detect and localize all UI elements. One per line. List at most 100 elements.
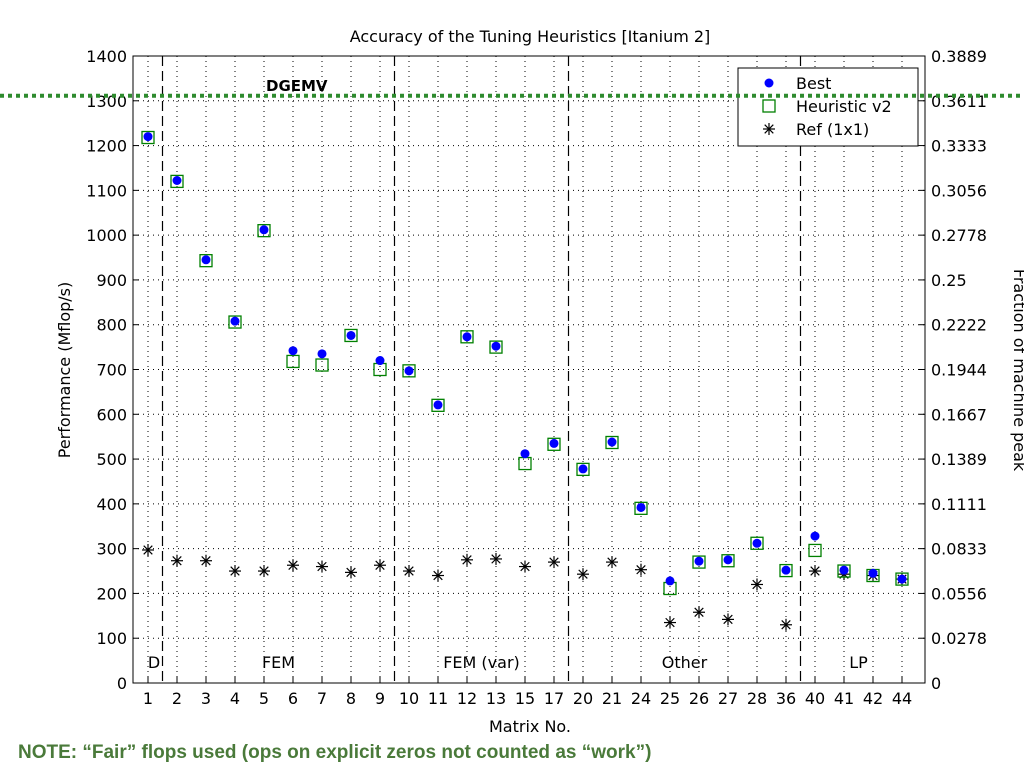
- chart-subtitle: DGEMV: [266, 77, 328, 95]
- y-axis-left: 0 100 200 300 400 500 600 700 800 900 1000 1100 1200…: [86, 47, 139, 693]
- footnote: NOTE: “Fair” flops used (ops on explicit…: [18, 742, 652, 763]
- x-tick-label: 41: [834, 689, 854, 708]
- y2-tick-label: 0.25: [931, 271, 967, 290]
- data-point: [170, 174, 184, 189]
- y-tick-label: 0: [117, 674, 127, 693]
- group-label: FEM (var): [443, 653, 520, 672]
- data-point: [837, 564, 851, 578]
- data-point: [172, 176, 182, 186]
- y2-tick-label: 0.1389: [931, 450, 987, 469]
- data-point: [839, 565, 849, 575]
- series: [141, 130, 909, 631]
- y-tick-label: 1000: [86, 226, 127, 245]
- data-point: [607, 437, 617, 447]
- series-best: [143, 132, 907, 586]
- x-tick-label: 5: [259, 689, 269, 708]
- y-tick-label: 1100: [86, 181, 127, 200]
- x-tick-label: 40: [805, 689, 825, 708]
- y-axis-right: 0 0.0278 0.0556 0.0833 0.1111 0.1389 0.1667 0.1…: [919, 47, 987, 693]
- y-tick-label: 400: [96, 495, 127, 514]
- x-tick-label: 42: [863, 689, 883, 708]
- x-tick-label: 36: [776, 689, 796, 708]
- data-point: [750, 536, 764, 550]
- data-point: [404, 366, 414, 376]
- data-point: [808, 543, 822, 558]
- y-tick-label: 800: [96, 316, 127, 335]
- data-point: [345, 566, 357, 579]
- data-point: [230, 316, 240, 326]
- data-point: [692, 555, 706, 569]
- x-tick-label: 17: [544, 689, 564, 708]
- y2-axis-label: Fraction of machine peak: [1010, 269, 1024, 472]
- data-point: [257, 224, 271, 238]
- data-point: [605, 435, 619, 450]
- data-point: [229, 565, 241, 578]
- data-point: [547, 437, 561, 451]
- x-axis: 1 2 3 4 5 6 7 8 9 10 11 12 13 15 17 20 21 24 25 26 27 28 36 40 4…: [143, 677, 912, 708]
- x-tick-label: 9: [375, 689, 385, 708]
- y-tick-label: 500: [96, 450, 127, 469]
- data-point: [895, 572, 909, 586]
- legend-marker: [762, 99, 776, 113]
- data-point: [693, 606, 705, 619]
- x-tick-label: 6: [288, 689, 298, 708]
- data-point: [374, 559, 386, 572]
- data-point: [868, 568, 878, 578]
- x-tick-label: 26: [689, 689, 709, 708]
- y-tick-label: 600: [96, 405, 127, 424]
- data-point: [201, 255, 211, 265]
- y2-tick-label: 0.0278: [931, 629, 987, 648]
- y2-tick-label: 0.0833: [931, 540, 987, 559]
- y2-tick-label: 0.1944: [931, 361, 987, 380]
- y2-tick-label: 0.3056: [931, 181, 987, 200]
- data-point: [433, 400, 443, 410]
- data-point: [258, 565, 270, 578]
- data-point: [635, 563, 647, 576]
- data-point: [228, 315, 242, 329]
- x-tick-label: 8: [346, 689, 356, 708]
- x-tick-label: 4: [230, 689, 240, 708]
- x-tick-label: 2: [172, 689, 182, 708]
- data-point: [636, 502, 646, 512]
- y-tick-label: 200: [96, 584, 127, 603]
- x-tick-label: 10: [399, 689, 419, 708]
- data-point: [200, 554, 212, 567]
- data-point: [490, 552, 502, 565]
- y2-tick-label: 0.2222: [931, 316, 987, 335]
- data-point: [288, 346, 298, 356]
- data-point: [577, 568, 589, 581]
- data-point: [752, 538, 762, 548]
- data-point: [346, 330, 356, 340]
- x-tick-label: 27: [718, 689, 738, 708]
- data-point: [549, 438, 559, 448]
- y-tick-label: 1400: [86, 47, 127, 66]
- data-point: [519, 560, 531, 573]
- x-tick-label: 7: [317, 689, 327, 708]
- chart-title: Accuracy of the Tuning Heuristics [Itani…: [350, 27, 711, 46]
- data-point: [489, 340, 503, 354]
- x-tick-label: 13: [486, 689, 506, 708]
- data-point: [548, 556, 560, 569]
- y-tick-label: 300: [96, 540, 127, 559]
- data-point: [402, 364, 416, 378]
- legend: Best Heuristic v2 Ref (1x1): [737, 67, 919, 147]
- data-point: [721, 554, 735, 568]
- group-label: D: [148, 653, 160, 672]
- y-tick-label: 700: [96, 361, 127, 380]
- data-point: [520, 449, 530, 459]
- data-point: [171, 554, 183, 567]
- x-tick-label: 28: [747, 689, 767, 708]
- legend-marker: [764, 78, 774, 88]
- x-tick-label: 24: [631, 689, 651, 708]
- data-point: [373, 362, 387, 377]
- data-point: [665, 576, 675, 586]
- legend-entry: Heuristic v2: [796, 97, 892, 116]
- x-tick-label: 11: [428, 689, 448, 708]
- data-point: [751, 578, 763, 591]
- y2-tick-label: 0.3889: [931, 47, 987, 66]
- data-point: [634, 501, 648, 515]
- y-tick-label: 1200: [86, 137, 127, 156]
- series-heuristic-v2: [141, 130, 909, 596]
- data-point: [460, 330, 474, 344]
- data-point: [781, 565, 791, 575]
